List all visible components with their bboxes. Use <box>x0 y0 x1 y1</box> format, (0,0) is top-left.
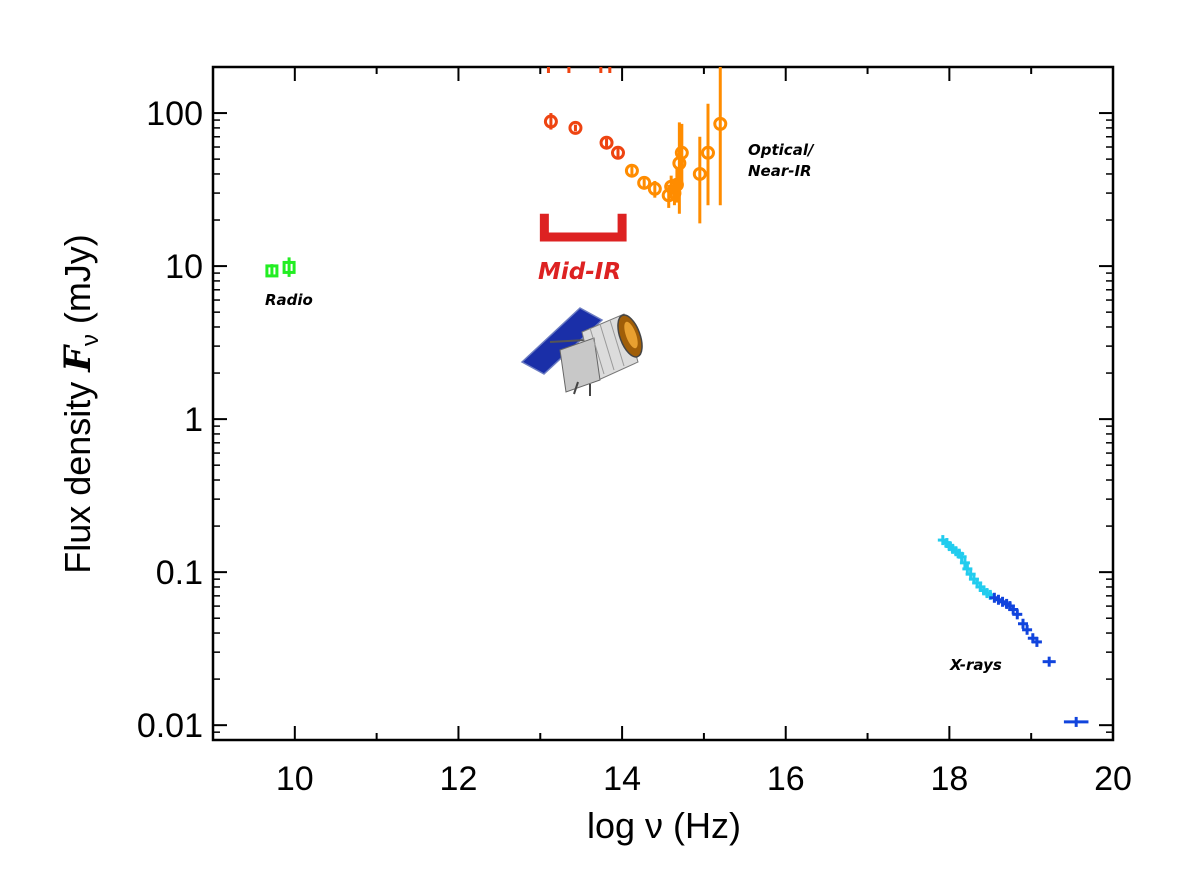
xrays-label: X-rays <box>949 656 1002 674</box>
x-tick-label: 12 <box>440 760 478 798</box>
data-point <box>637 175 652 190</box>
y-tick-label: 1 <box>184 401 203 439</box>
mid-ir-range-bracket <box>539 213 627 242</box>
x-tick-label: 10 <box>276 760 314 798</box>
data-point <box>713 116 728 131</box>
y-tick-label: 0.01 <box>137 707 203 745</box>
data-point <box>568 120 583 135</box>
data-point <box>611 145 625 160</box>
y-tick-label: 0.1 <box>156 554 203 592</box>
satellite-image <box>520 307 643 396</box>
optical-label-line2: Near-IR <box>748 162 812 180</box>
x-tick-label: 16 <box>767 760 805 798</box>
plot-frame <box>211 65 1115 742</box>
y-tick-label: 100 <box>146 95 203 133</box>
y-axis-title-symbol: F <box>57 344 99 373</box>
y-axis-title: Flux density Fν (mJy) <box>57 234 104 574</box>
x-tick-label: 14 <box>603 760 641 798</box>
data-point <box>265 264 279 278</box>
data-point <box>599 135 614 150</box>
mid-ir-label: Mid-IR <box>538 259 621 285</box>
radio-label: Radio <box>265 291 313 309</box>
y-axis-title-suffix: (mJy) <box>57 234 98 334</box>
x-tick-label: 20 <box>1094 760 1132 798</box>
data-point <box>647 181 662 196</box>
data-point <box>624 163 639 178</box>
x-axis-title: log ν (Hz) <box>587 805 741 846</box>
y-axis-title-subscript: ν <box>77 334 104 346</box>
data-point <box>701 145 715 160</box>
optical-label-line1: Optical/ <box>748 141 815 159</box>
y-tick-label: 10 <box>165 248 203 286</box>
data-point <box>543 114 558 129</box>
x-tick-label: 18 <box>930 760 968 798</box>
data-point <box>692 166 707 181</box>
data-point <box>674 145 689 160</box>
chart-marks: 10 12 14 16 18 20 0.01 0.1 1 10 100 <box>137 65 1132 798</box>
data-point <box>282 260 296 274</box>
y-axis-title-prefix: Flux density <box>57 372 98 574</box>
